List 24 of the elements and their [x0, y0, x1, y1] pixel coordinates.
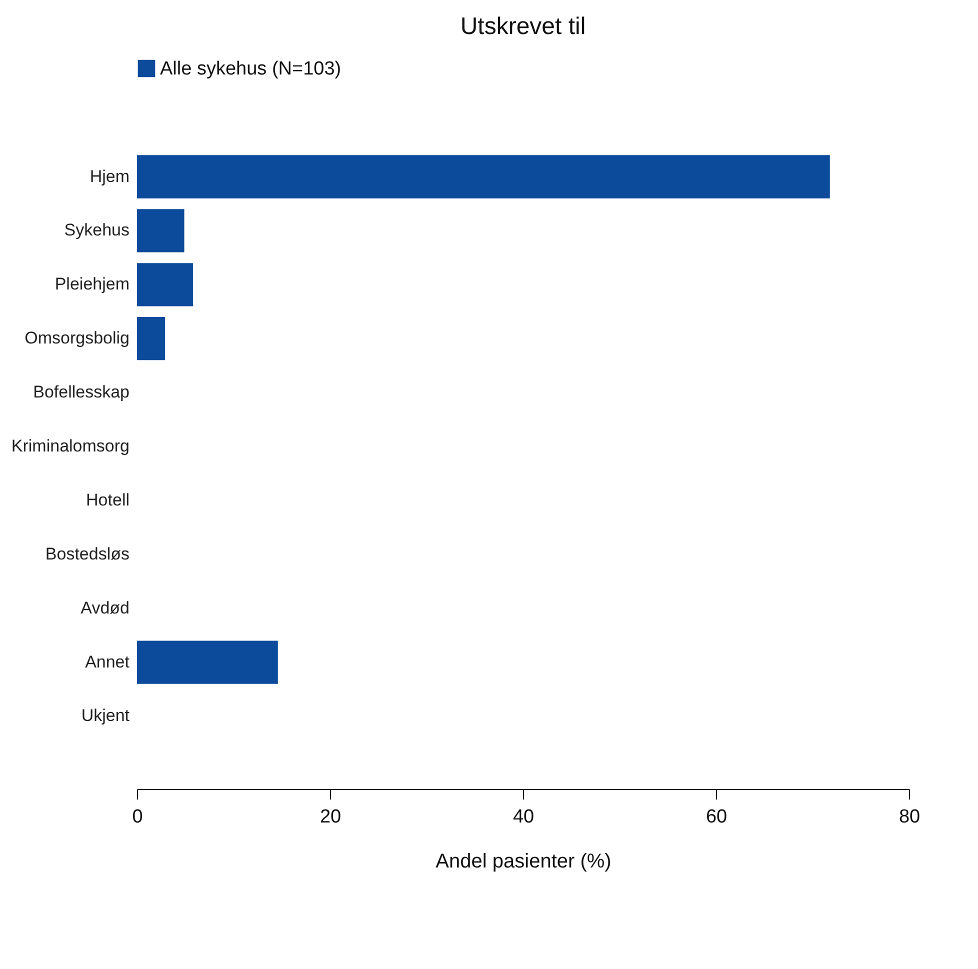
x-tick-label: 0: [132, 806, 143, 828]
legend-label: Alle sykehus (N=103): [160, 58, 342, 80]
y-tick-label: Pleiehjem: [54, 274, 130, 294]
y-tick-label: Ukjent: [81, 706, 130, 726]
y-tick-label: Bostedsløs: [45, 544, 130, 564]
y-tick-label: Kriminalomsorg: [11, 436, 130, 456]
y-tick-label: Hjem: [90, 166, 130, 186]
y-tick-label: Hotell: [86, 490, 130, 510]
x-axis-title: Andel pasienter (%): [436, 850, 612, 872]
bar: [137, 317, 165, 360]
y-tick-label: Omsorgsbolig: [24, 328, 130, 348]
bar: [137, 209, 184, 252]
y-tick-label: Sykehus: [64, 220, 130, 240]
y-tick-label: Annet: [85, 652, 130, 672]
bar: [137, 155, 830, 198]
bar: [137, 640, 278, 684]
x-tick-label: 40: [512, 806, 534, 828]
bar: [137, 263, 193, 306]
y-tick-label: Avdød: [80, 598, 130, 618]
x-tick-label: 60: [706, 806, 728, 828]
chart-title: Utskrevet til: [460, 13, 586, 40]
x-tick-label: 80: [898, 806, 920, 828]
y-tick-label: Bofellesskap: [33, 382, 130, 402]
x-tick-label: 20: [320, 806, 342, 828]
